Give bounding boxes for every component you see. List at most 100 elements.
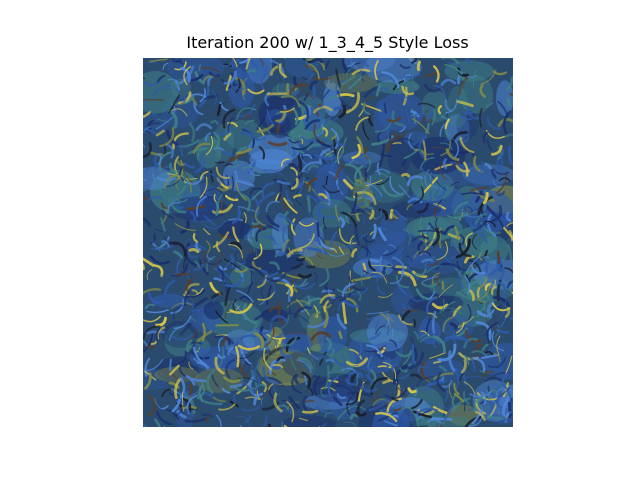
texture-stroke (292, 278, 307, 288)
texture-stroke (403, 149, 418, 160)
texture-stroke (405, 351, 425, 370)
texture-stroke (375, 318, 380, 332)
texture-stroke (168, 241, 187, 257)
texture-stroke (244, 119, 255, 125)
texture-stroke (377, 365, 392, 369)
stylized-texture-image (143, 58, 513, 427)
texture-stroke (209, 71, 221, 78)
texture-stroke (169, 162, 177, 174)
texture-stroke (306, 196, 311, 213)
texture-stroke (318, 148, 331, 165)
texture-stroke (224, 194, 239, 201)
texture-stroke (193, 297, 208, 308)
texture-stroke (381, 266, 387, 277)
texture-stroke (156, 174, 163, 193)
texture-stroke (448, 350, 456, 373)
texture-stroke (338, 286, 352, 302)
texture-stroke (293, 373, 300, 385)
texture-stroke (176, 410, 187, 419)
texture-stroke (464, 276, 471, 295)
texture-stroke (421, 275, 439, 283)
texture-stroke (505, 354, 513, 374)
texture-stroke (461, 359, 467, 374)
texture-stroke (505, 76, 513, 91)
texture-stroke (376, 177, 390, 186)
texture-stroke (330, 128, 339, 150)
texture-stroke (504, 267, 513, 273)
texture-stroke (205, 135, 214, 156)
texture-blotch (379, 212, 408, 247)
texture-stroke (282, 225, 288, 248)
texture-stroke (441, 280, 445, 291)
texture-stroke (266, 215, 280, 228)
texture-stroke (281, 399, 298, 411)
texture-stroke (480, 69, 497, 85)
texture-stroke (395, 265, 408, 269)
texture-stroke (388, 244, 396, 249)
texture-stroke (378, 143, 385, 167)
texture-stroke (434, 163, 453, 171)
texture-stroke (232, 226, 240, 243)
texture-stroke (429, 285, 436, 294)
texture-stroke (185, 277, 195, 294)
texture-stroke (341, 282, 355, 297)
texture-stroke (377, 226, 387, 242)
texture-stroke (365, 344, 384, 358)
texture-stroke (218, 403, 236, 411)
texture-stroke (351, 248, 358, 258)
texture-stroke (245, 58, 251, 70)
texture-stroke (273, 400, 288, 416)
texture-stroke (342, 178, 354, 190)
texture-stroke (283, 197, 298, 214)
texture-stroke (221, 58, 234, 67)
texture-stroke (486, 414, 505, 420)
texture-stroke (159, 241, 167, 252)
texture-stroke (295, 190, 302, 205)
texture-stroke (478, 252, 483, 261)
texture-stroke (253, 362, 261, 383)
texture-stroke (160, 272, 180, 277)
texture-stroke (176, 93, 187, 107)
texture-stroke (376, 269, 379, 284)
texture-stroke (203, 220, 226, 229)
texture-stroke (260, 286, 265, 299)
texture-stroke (432, 405, 448, 415)
texture-stroke (484, 376, 502, 382)
texture-stroke (175, 204, 184, 209)
texture-stroke (164, 279, 176, 296)
texture-stroke (445, 148, 460, 162)
texture-stroke (183, 290, 191, 307)
texture-stroke (261, 401, 280, 411)
texture-stroke (387, 247, 404, 262)
texture-stroke (203, 214, 216, 227)
texture-stroke (173, 315, 192, 330)
texture-stroke (450, 181, 460, 187)
texture-stroke (224, 301, 232, 319)
texture-stroke (335, 68, 341, 88)
texture-stroke (159, 217, 166, 232)
texture-stroke (167, 78, 181, 85)
texture-stroke (296, 99, 310, 122)
texture-stroke (143, 288, 162, 295)
texture-stroke (307, 164, 319, 172)
texture-stroke (223, 70, 238, 85)
texture-blotch (298, 295, 322, 331)
texture-stroke (385, 320, 390, 336)
texture-stroke (350, 192, 358, 215)
texture-stroke (345, 392, 359, 405)
texture-stroke (322, 127, 329, 137)
texture-stroke (217, 353, 226, 359)
texture-stroke (386, 116, 402, 123)
texture-stroke (416, 60, 421, 72)
texture-stroke (420, 330, 430, 337)
texture-stroke (244, 396, 260, 401)
texture-stroke (168, 381, 180, 389)
texture-stroke (296, 257, 306, 262)
texture-stroke (349, 348, 363, 360)
texture-stroke (307, 247, 328, 255)
texture-stroke (175, 196, 188, 203)
texture-stroke (211, 90, 217, 106)
texture-stroke (372, 223, 377, 240)
texture-stroke (428, 259, 440, 266)
texture-stroke (423, 176, 439, 194)
